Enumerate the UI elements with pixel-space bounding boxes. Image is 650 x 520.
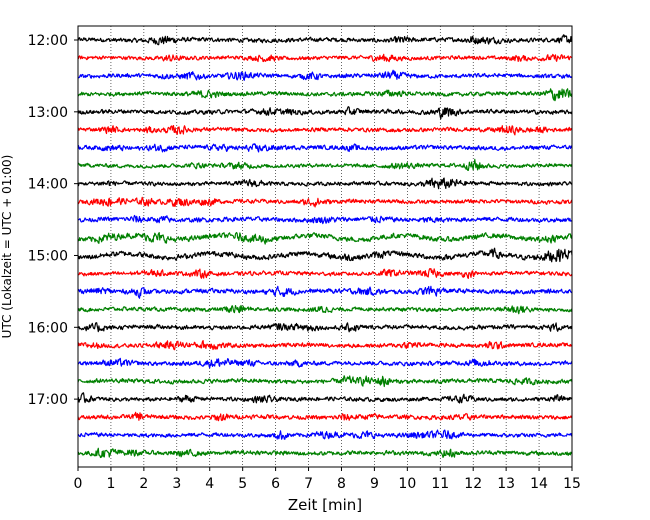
- x-tick-label: 14: [530, 476, 548, 492]
- trace-line: [77, 268, 573, 279]
- x-axis-ticks: 0 1 2 3 4 5 6 7 8 9 10 11 12 13 14 15: [74, 467, 581, 492]
- x-tick-label: 9: [370, 476, 379, 492]
- x-axis-label: Zeit [min]: [288, 496, 362, 514]
- trace-line: [77, 177, 573, 190]
- trace-line: [77, 158, 573, 171]
- trace-line: [77, 143, 573, 153]
- trace-lines: [77, 34, 573, 459]
- x-tick-label: 3: [172, 476, 181, 492]
- x-tick-label: 2: [139, 476, 148, 492]
- trace-line: [77, 69, 573, 81]
- x-tick-label: 10: [398, 476, 416, 492]
- y-axis-label: UTC (Lokalzeit = UTC + 01:00): [0, 155, 14, 339]
- trace-line: [77, 411, 573, 422]
- trace-line: [77, 322, 573, 333]
- y-tick-label: 17:00: [28, 392, 68, 408]
- trace-line: [77, 285, 573, 299]
- x-tick-label: 7: [304, 476, 313, 492]
- trace-line: [77, 304, 573, 315]
- x-tick-label: 6: [271, 476, 280, 492]
- trace-line: [77, 340, 573, 351]
- trace-line: [77, 124, 573, 136]
- trace-line: [77, 375, 573, 388]
- y-tick-label: 15:00: [28, 248, 68, 264]
- trace-line: [77, 447, 573, 459]
- y-tick-label: 16:00: [28, 320, 68, 336]
- x-tick-label: 4: [205, 476, 214, 492]
- x-tick-label: 0: [74, 476, 83, 492]
- x-tick-label: 13: [497, 476, 515, 492]
- y-tick-label: 12:00: [28, 33, 68, 49]
- trace-line: [77, 392, 573, 404]
- trace-line: [77, 196, 573, 208]
- trace-line: [77, 88, 573, 102]
- x-tick-label: 15: [563, 476, 581, 492]
- trace-line: [77, 231, 573, 245]
- y-axis-ticks: 12:00 13:00 14:00 15:00 16:00 17:00: [28, 33, 78, 408]
- x-tick-label: 8: [337, 476, 346, 492]
- trace-line: [77, 214, 573, 225]
- trace-line: [77, 53, 573, 63]
- trace-line: [77, 429, 573, 440]
- y-tick-label: 14:00: [28, 177, 68, 193]
- plot-frame: [77, 25, 573, 468]
- trace-line: [77, 357, 573, 369]
- x-tick-label: 1: [106, 476, 115, 492]
- x-tick-label: 12: [464, 476, 482, 492]
- x-tick-label: 11: [431, 476, 449, 492]
- y-tick-label: 13:00: [28, 105, 68, 121]
- trace-line: [77, 106, 573, 120]
- trace-line: [77, 247, 573, 263]
- x-tick-label: 5: [238, 476, 247, 492]
- trace-line: [77, 34, 573, 46]
